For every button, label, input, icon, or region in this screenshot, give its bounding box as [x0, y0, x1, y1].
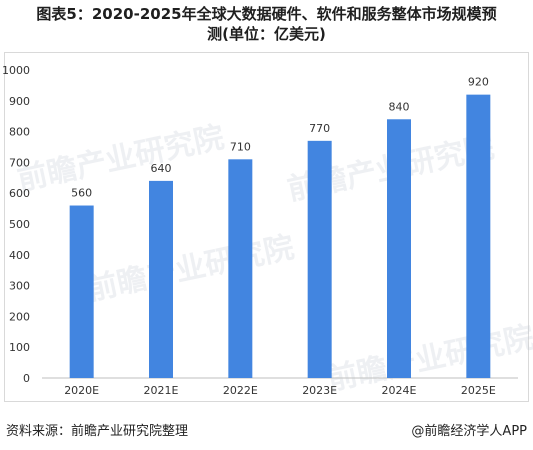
x-tick-label: 2024E [382, 384, 417, 397]
y-tick-label: 800 [9, 126, 30, 139]
bar-2020E [69, 205, 94, 378]
data-label-2021E: 640 [151, 162, 172, 175]
bar-2024E [387, 119, 411, 378]
watermark-text: 前瞻产业研究院 [84, 230, 297, 308]
watermark-text: 前瞻产业研究院 [14, 120, 227, 198]
bars [69, 94, 491, 378]
data-label-2024E: 840 [389, 100, 410, 113]
y-tick-label: 700 [9, 156, 30, 169]
y-tick-label: 900 [9, 95, 30, 108]
credit-note: @前瞻经济学人APP [411, 424, 527, 439]
x-tick-label: 2020E [64, 384, 99, 397]
chart-frame [4, 52, 529, 402]
y-tick-label: 1000 [2, 64, 30, 77]
y-tick-label: 400 [9, 249, 30, 262]
bar-2023E [307, 140, 332, 378]
title-line-2: 测(单位：亿美元) [207, 25, 326, 43]
bar-2021E [149, 180, 173, 378]
x-axis: 2020E 2021E 2022E 2023E 2024E 2025E [42, 377, 518, 397]
data-label-2023E: 770 [309, 122, 330, 135]
y-tick-label: 0 [23, 372, 30, 385]
y-tick-label: 200 [9, 310, 30, 323]
bar-chart: 前瞻产业研究院前瞻产业研究院前瞻产业研究院前瞻产业研究院 01002003004… [2, 64, 533, 398]
y-axis: 0 100 200 300 400 500 600 700 800 900 1000 [2, 64, 30, 385]
x-tick-label: 2021E [144, 384, 179, 397]
watermark-text: 前瞻产业研究院 [324, 320, 533, 398]
bar-2022E [228, 159, 253, 378]
y-tick-label: 600 [9, 187, 30, 200]
title-line-1: 图表5：2020-2025年全球大数据硬件、软件和服务整体市场规模预 [36, 5, 497, 23]
y-tick-label: 100 [9, 341, 30, 354]
x-tick-label: 2022E [223, 384, 258, 397]
x-tick-label: 2023E [302, 384, 337, 397]
data-label-2020E: 560 [71, 187, 92, 200]
data-labels: 560 640 710 770 840 920 [71, 76, 489, 200]
bar-2025E [466, 94, 491, 378]
y-tick-label: 500 [9, 218, 30, 231]
y-tick-label: 300 [9, 280, 30, 293]
data-label-2022E: 710 [230, 140, 251, 153]
x-tick-label: 2025E [461, 384, 496, 397]
chart-title: 图表5：2020-2025年全球大数据硬件、软件和服务整体市场规模预 测(单位：… [0, 4, 533, 44]
data-label-2025E: 920 [468, 76, 489, 89]
source-note: 资料来源：前瞻产业研究院整理 [6, 424, 189, 439]
